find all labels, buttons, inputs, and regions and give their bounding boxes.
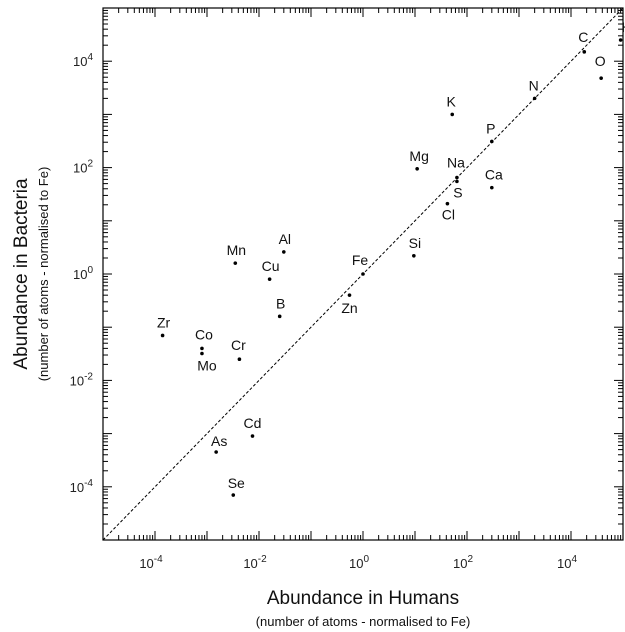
data-point-label: Na [447,155,465,171]
data-point-label: As [211,433,227,449]
data-point [237,357,242,362]
data-point [277,314,282,319]
data-point [347,293,352,297]
data-point-label: Si [409,235,421,251]
data-point-label: Cl [442,207,455,223]
x-axis-title: Abundance in Humans [267,588,459,609]
data-point-label: O [595,53,606,69]
data-point-label: Fe [352,252,369,268]
data-point-label: H [622,19,625,35]
y-tick-label: 10-2 [70,371,94,388]
data-point-label: C [578,29,588,45]
data-point-label: P [486,120,495,136]
data-point-label: Al [279,231,291,247]
data-point [490,139,494,144]
data-point-label: Cd [244,415,262,431]
data-point [599,76,603,80]
data-point-label: K [447,93,457,109]
y-axis-subtitle: (number of atoms - normalised to Fe) [36,167,51,382]
x-tick-label: 104 [557,554,577,571]
data-point [532,96,537,101]
data-point [490,185,494,190]
data-point [200,346,204,351]
data-point [233,261,238,265]
data-point [455,175,459,180]
points: H CO N K P Mg Na S Ca Cl Si Al Mn Fe Cu Zn B Zr Co Mo Cr Cd As… [157,19,625,497]
data-point-label: B [276,295,285,311]
x-tick-label: 10-4 [139,554,163,571]
ticks: 10-4 10-2 100 102 104 10-4 10-2 100 102 104 [70,8,623,571]
y-tick-label: 104 [73,52,93,69]
data-point-label: Ca [485,167,503,183]
x-tick-label: 10-2 [243,554,267,571]
axis-titles: Abundance in Humans (number of atoms - n… [11,167,470,629]
data-point-label: S [453,184,462,200]
data-point-label: Zr [157,314,171,330]
data-point [200,351,204,356]
y-axis-title: Abundance in Bacteria [11,178,32,370]
data-point [361,272,365,276]
data-point-label: N [529,77,539,93]
data-point-label: Mn [227,242,246,258]
x-tick-label: 102 [453,554,473,571]
y-tick-label: 102 [73,159,93,176]
data-point-label: Se [228,475,245,491]
y-tick-label: 10-4 [70,478,94,495]
y-tick-label: 100 [73,265,93,282]
data-point [455,179,459,184]
data-point-label: Zn [341,300,357,316]
data-point-label: Mo [197,358,217,374]
data-point [450,112,455,117]
data-point [582,50,587,54]
data-point [445,201,450,206]
x-axis-subtitle: (number of atoms - normalised to Fe) [256,614,471,629]
data-point [160,333,165,338]
plot-frame [102,7,624,541]
data-point [214,450,218,454]
data-point-label: Cu [262,258,280,274]
data-point-label: Mg [409,148,428,164]
data-point [282,250,286,254]
data-point [231,493,236,497]
data-point-label: Cr [231,337,246,353]
data-point [412,253,416,258]
data-point [250,434,255,438]
data-point [415,166,419,171]
data-point-label: Co [195,326,213,342]
data-point [267,277,272,281]
data-point [618,38,623,42]
x-tick-label: 100 [349,554,369,571]
